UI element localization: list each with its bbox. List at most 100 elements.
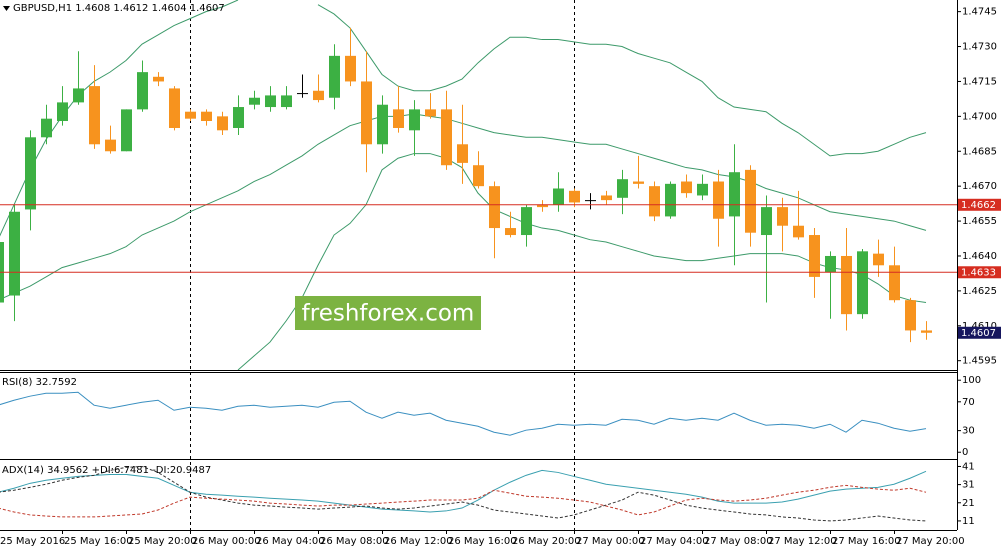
bollinger-band bbox=[0, 0, 927, 237]
pane-title: ADX(14) 34.9562 +DI:6.7481 -DI:20.9487 bbox=[2, 465, 211, 476]
y-tick-label: 100 bbox=[962, 375, 981, 386]
y-tick-label: 1.4685 bbox=[962, 146, 997, 157]
y-tick-label: 31 bbox=[962, 480, 975, 491]
x-tick-label: 26 May 04:00 bbox=[256, 536, 325, 547]
candle-body bbox=[89, 86, 100, 145]
y-tick-label: 1.4715 bbox=[962, 76, 997, 87]
x-tick-label: 27 May 12:00 bbox=[768, 536, 837, 547]
candle-body bbox=[729, 172, 740, 217]
candle-body bbox=[105, 139, 116, 152]
candle-body bbox=[585, 200, 596, 202]
candle-body bbox=[361, 81, 372, 145]
price-label-box bbox=[958, 326, 1001, 339]
candle-body bbox=[425, 109, 436, 117]
y-tick-label: 30 bbox=[962, 426, 975, 437]
level-label-box bbox=[958, 198, 1001, 211]
y-tick-label: 11 bbox=[962, 516, 975, 527]
candle-body bbox=[537, 204, 548, 208]
watermark-box bbox=[295, 296, 481, 330]
x-tick-label: 27 May 08:00 bbox=[704, 536, 773, 547]
x-tick-label: 27 May 20:00 bbox=[896, 536, 965, 547]
level-label: 1.4633 bbox=[961, 267, 996, 278]
pane-title: RSI(8) 32.7592 bbox=[2, 377, 77, 388]
candle-body bbox=[665, 183, 676, 217]
candle-body bbox=[265, 95, 276, 108]
y-tick-label: 1.4610 bbox=[962, 321, 997, 332]
candle-body bbox=[601, 195, 612, 201]
y-tick-label: 1.4745 bbox=[962, 7, 997, 18]
y-tick-label: 21 bbox=[962, 498, 975, 509]
candle-body bbox=[473, 165, 484, 187]
candle-body bbox=[841, 255, 852, 315]
candle-body bbox=[409, 109, 420, 131]
candle-body bbox=[41, 118, 52, 138]
candle-body bbox=[233, 107, 244, 128]
candle-body bbox=[441, 109, 452, 166]
watermark: freshforex.com bbox=[302, 301, 475, 327]
y-tick-label: 70 bbox=[962, 397, 975, 408]
candle-body bbox=[633, 181, 644, 184]
x-tick-label: 27 May 04:00 bbox=[640, 536, 709, 547]
candle-body bbox=[393, 109, 404, 128]
candle-body bbox=[761, 207, 772, 236]
indicator-line bbox=[0, 465, 927, 522]
indicator-line bbox=[0, 391, 927, 436]
y-tick-label: 1.4700 bbox=[962, 111, 997, 122]
x-tick-label: 26 May 08:00 bbox=[320, 536, 389, 547]
pane-title: GBPUSD,H1 1.4608 1.4612 1.4604 1.4607 bbox=[13, 3, 225, 14]
candle-body bbox=[681, 181, 692, 194]
level-label: 1.4662 bbox=[961, 200, 996, 211]
x-tick-label: 27 May 00:00 bbox=[576, 536, 645, 547]
candle-body bbox=[185, 111, 196, 119]
candle-body bbox=[9, 211, 20, 296]
candle-body bbox=[745, 169, 756, 233]
candle-body bbox=[489, 186, 500, 229]
y-tick-label: 1.4730 bbox=[962, 42, 997, 53]
title-icon bbox=[3, 6, 10, 11]
candle-body bbox=[201, 111, 212, 122]
candle-body bbox=[313, 90, 324, 101]
x-tick-label: 26 May 16:00 bbox=[448, 536, 517, 547]
x-tick-label: 26 May 12:00 bbox=[384, 536, 453, 547]
level-label-box bbox=[958, 266, 1001, 279]
candle-body bbox=[329, 55, 340, 98]
y-tick-label: 1.4595 bbox=[962, 356, 997, 367]
candle-body bbox=[649, 186, 660, 217]
x-tick-label: 25 May 2016 bbox=[0, 536, 65, 547]
candle-body bbox=[617, 179, 628, 198]
candle-body bbox=[825, 255, 836, 273]
pane bbox=[0, 465, 927, 522]
candle-body bbox=[25, 137, 36, 210]
x-tick-label: 25 May 20:00 bbox=[128, 536, 197, 547]
candle-body bbox=[217, 116, 228, 131]
indicator-line bbox=[0, 484, 927, 518]
candle-body bbox=[281, 95, 292, 108]
y-tick-label: 1.4640 bbox=[962, 251, 997, 262]
x-tick-label: 26 May 20:00 bbox=[512, 536, 581, 547]
candle-body bbox=[137, 72, 148, 110]
candle-body bbox=[377, 104, 388, 145]
x-tick-label: 27 May 16:00 bbox=[832, 536, 901, 547]
y-tick-label: 1.4670 bbox=[962, 181, 997, 192]
pane bbox=[0, 391, 927, 436]
candle-body bbox=[777, 207, 788, 226]
indicator-line bbox=[0, 469, 927, 513]
candle-body bbox=[809, 235, 820, 277]
candle-body bbox=[569, 190, 580, 203]
candle-body bbox=[345, 55, 356, 82]
x-tick-label: 26 May 00:00 bbox=[192, 536, 261, 547]
y-tick-label: 1.4625 bbox=[962, 286, 997, 297]
candle-body bbox=[57, 102, 68, 122]
candle-body bbox=[889, 265, 900, 301]
x-tick-label: 25 May 16:00 bbox=[64, 536, 133, 547]
candle-body bbox=[857, 251, 868, 315]
y-tick-label: 0 bbox=[962, 447, 968, 458]
candle-body bbox=[457, 144, 468, 163]
candle-body bbox=[297, 93, 308, 95]
candle-body bbox=[713, 181, 724, 219]
candle-body bbox=[873, 253, 884, 266]
candle-body bbox=[905, 300, 916, 331]
y-tick-label: 41 bbox=[962, 461, 975, 472]
